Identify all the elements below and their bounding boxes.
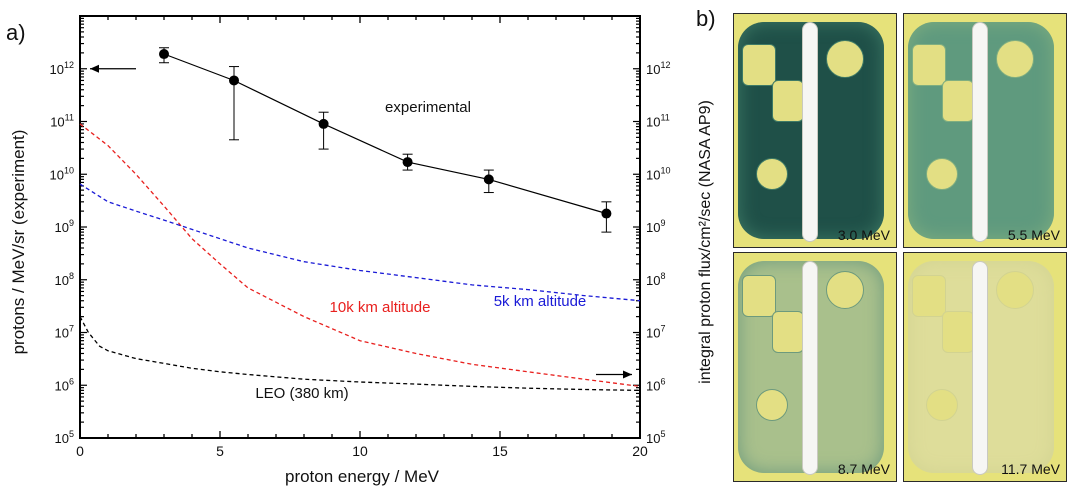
data-point	[601, 208, 612, 219]
x-tick-label: 10	[352, 443, 368, 459]
series-line-1	[79, 123, 641, 388]
detector-disc	[826, 40, 864, 78]
energy-label: 3.0 MeV	[837, 227, 890, 243]
aluminium-strip	[972, 22, 988, 242]
detector-disc	[996, 271, 1034, 309]
data-point	[159, 49, 169, 60]
film-image-3: 8.7 MeV	[733, 252, 897, 482]
x-axis-title: proton energy / MeV	[285, 467, 440, 486]
y-tick-label: 106	[55, 376, 74, 393]
data-point	[402, 157, 413, 168]
panel-b-label: b)	[696, 6, 716, 31]
detector-disc	[926, 389, 958, 421]
film-image-4: 11.7 MeV	[903, 252, 1067, 482]
y-tick-label-right: 105	[646, 429, 665, 446]
y-tick-label-right: 1010	[646, 165, 670, 182]
film-image-2: 5.5 MeV	[903, 13, 1067, 248]
detector-disc	[826, 271, 864, 309]
y-axis-title-left: protons / MeV/sr (experiment)	[9, 130, 28, 355]
energy-label: 11.7 MeV	[1001, 461, 1060, 477]
chip-component	[912, 44, 946, 86]
y-tick-label: 105	[55, 429, 74, 446]
data-point	[229, 75, 239, 86]
detector-disc	[996, 40, 1034, 78]
x-tick-label: 20	[632, 443, 648, 459]
x-tick-label: 0	[76, 443, 84, 459]
chip-component	[772, 311, 804, 353]
y-tick-label-right: 106	[646, 376, 665, 393]
series-line-3	[79, 316, 641, 392]
y-tick-label-right: 108	[646, 271, 665, 288]
chip-component	[942, 311, 974, 353]
y-tick-label: 1010	[50, 165, 74, 182]
plot-frame	[79, 15, 641, 439]
detector-disc	[756, 158, 788, 190]
detector-disc	[926, 158, 958, 190]
y-tick-label: 1011	[50, 113, 74, 130]
energy-label: 5.5 MeV	[1007, 227, 1060, 243]
series-label: 5k km altitude	[494, 293, 587, 310]
right-axis-arrow-head	[623, 370, 632, 379]
y-tick-label-right: 1011	[646, 113, 670, 130]
y-tick-label: 108	[55, 271, 74, 288]
aluminium-strip	[972, 261, 988, 475]
y-tick-label-right: 1012	[646, 60, 670, 77]
y-tick-label: 1012	[50, 60, 74, 77]
left-axis-arrow-head	[90, 64, 99, 73]
y-tick-label: 109	[55, 218, 74, 235]
series-label: LEO (380 km)	[255, 385, 348, 402]
y-tick-label-right: 109	[646, 218, 665, 235]
energy-label: 8.7 MeV	[837, 461, 890, 477]
chip-component	[742, 44, 776, 86]
series-label: experimental	[385, 99, 471, 116]
data-point	[318, 118, 329, 129]
series-line-0	[163, 53, 607, 215]
x-tick-label: 15	[492, 443, 508, 459]
y-tick-label: 107	[55, 324, 74, 341]
series-label: 10k km altitude	[330, 299, 431, 316]
y-tick-label-right: 107	[646, 324, 665, 341]
aluminium-strip	[802, 261, 818, 475]
data-point	[483, 174, 494, 185]
chip-component	[742, 275, 776, 317]
chip-component	[772, 80, 804, 122]
film-image-1: 3.0 MeV	[733, 13, 897, 248]
series-line-2	[79, 183, 641, 302]
panel-a-label: a)	[6, 20, 26, 45]
chip-component	[912, 275, 946, 317]
chip-component	[942, 80, 974, 122]
detector-disc	[756, 389, 788, 421]
aluminium-strip	[802, 22, 818, 242]
x-tick-label: 5	[216, 443, 224, 459]
